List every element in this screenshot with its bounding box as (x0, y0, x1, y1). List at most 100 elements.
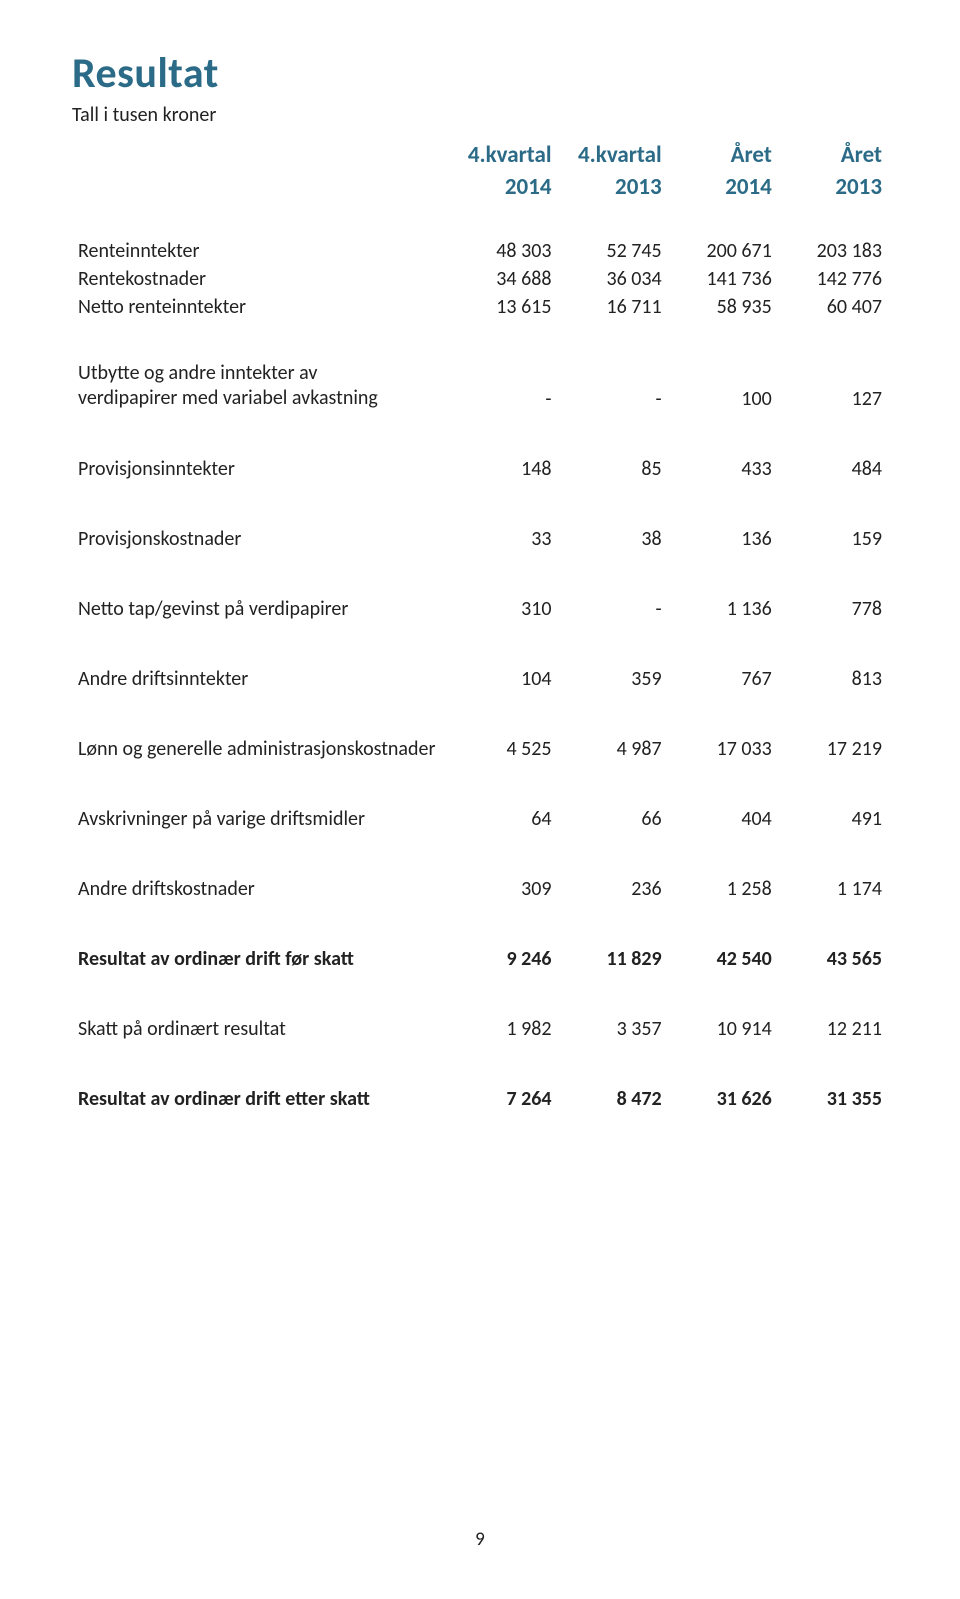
row-value: 310 (447, 591, 557, 627)
row-value: 159 (778, 521, 888, 557)
table-row (72, 767, 888, 801)
table-row (72, 977, 888, 1011)
row-value: 31 626 (668, 1081, 778, 1117)
table-header-cell (72, 139, 447, 171)
row-value: - (558, 355, 668, 417)
table-header-cell: 2014 (668, 171, 778, 203)
row-label: Rentekostnader (72, 265, 447, 293)
row-value: 9 246 (447, 941, 557, 977)
row-label: Lønn og generelle administrasjonskostnad… (72, 731, 447, 767)
table-row: Resultat av ordinær drift etter skatt7 2… (72, 1081, 888, 1117)
row-value: 236 (558, 871, 668, 907)
row-value: 38 (558, 521, 668, 557)
row-value: 203 183 (778, 237, 888, 265)
table-header-cell (72, 171, 447, 203)
table-row (72, 487, 888, 521)
table-header-cell: 2014 (447, 171, 557, 203)
table-row: Renteinntekter48 30352 745200 671203 183 (72, 237, 888, 265)
table-row (72, 557, 888, 591)
row-value: 359 (558, 661, 668, 697)
table-header-row-2: 2014 2013 2014 2013 (72, 171, 888, 203)
table-row: Netto renteinntekter13 61516 71158 93560… (72, 293, 888, 321)
spacer-cell (72, 907, 888, 941)
row-value: 136 (668, 521, 778, 557)
table-body: Renteinntekter48 30352 745200 671203 183… (72, 203, 888, 1117)
row-value: 10 914 (668, 1011, 778, 1047)
row-label: Provisjonskostnader (72, 521, 447, 557)
table-row: Provisjonskostnader3338136159 (72, 521, 888, 557)
row-value: 11 829 (558, 941, 668, 977)
page: Resultat Tall i tusen kroner 4.kvartal 4… (0, 0, 960, 1599)
row-label: Renteinntekter (72, 237, 447, 265)
row-value: 85 (558, 451, 668, 487)
row-value: 141 736 (668, 265, 778, 293)
row-value: 148 (447, 451, 557, 487)
table-row (72, 907, 888, 941)
row-value: 433 (668, 451, 778, 487)
spacer-cell (72, 417, 888, 451)
row-value: 778 (778, 591, 888, 627)
row-value: 127 (778, 355, 888, 417)
row-label: Netto renteinntekter (72, 293, 447, 321)
page-title: Resultat (72, 48, 888, 99)
row-value: 4 525 (447, 731, 557, 767)
table-header-cell: 4.kvartal (447, 139, 557, 171)
row-value: 1 136 (668, 591, 778, 627)
row-value: 36 034 (558, 265, 668, 293)
row-value: 66 (558, 801, 668, 837)
table-row (72, 321, 888, 355)
row-value: 34 688 (447, 265, 557, 293)
row-value: 52 745 (558, 237, 668, 265)
page-number: 9 (0, 1528, 960, 1551)
table-row: Avskrivninger på varige driftsmidler6466… (72, 801, 888, 837)
row-value: 3 357 (558, 1011, 668, 1047)
table-row: Skatt på ordinært resultat1 9823 35710 9… (72, 1011, 888, 1047)
row-value: 17 219 (778, 731, 888, 767)
table-header-cell: 2013 (778, 171, 888, 203)
spacer-cell (72, 487, 888, 521)
row-value: - (447, 355, 557, 417)
row-label: Utbytte og andre inntekter avverdipapire… (72, 355, 447, 417)
table-row: Lønn og generelle administrasjonskostnad… (72, 731, 888, 767)
spacer-cell (72, 977, 888, 1011)
spacer-cell (72, 557, 888, 591)
table-header-cell: Året (668, 139, 778, 171)
spacer-cell (72, 321, 888, 355)
spacer-cell (72, 837, 888, 871)
row-value: 58 935 (668, 293, 778, 321)
spacer-cell (72, 697, 888, 731)
row-value: 767 (668, 661, 778, 697)
row-value: 31 355 (778, 1081, 888, 1117)
row-value: 12 211 (778, 1011, 888, 1047)
results-table: 4.kvartal 4.kvartal Året Året 2014 2013 … (72, 139, 888, 1117)
table-row: Utbytte og andre inntekter avverdipapire… (72, 355, 888, 417)
row-label: Andre driftskostnader (72, 871, 447, 907)
table-row (72, 627, 888, 661)
row-value: - (558, 591, 668, 627)
row-label: Andre driftsinntekter (72, 661, 447, 697)
table-row (72, 837, 888, 871)
page-subtitle: Tall i tusen kroner (72, 103, 888, 127)
row-value: 100 (668, 355, 778, 417)
row-value: 1 174 (778, 871, 888, 907)
row-label: Resultat av ordinær drift etter skatt (72, 1081, 447, 1117)
row-value: 33 (447, 521, 557, 557)
row-value: 1 258 (668, 871, 778, 907)
row-label: Skatt på ordinært resultat (72, 1011, 447, 1047)
row-label: Avskrivninger på varige driftsmidler (72, 801, 447, 837)
row-value: 64 (447, 801, 557, 837)
row-value: 491 (778, 801, 888, 837)
table-header-cell: 2013 (558, 171, 668, 203)
spacer-cell (72, 203, 888, 237)
row-value: 48 303 (447, 237, 557, 265)
table-row: Andre driftskostnader3092361 2581 174 (72, 871, 888, 907)
table-row (72, 203, 888, 237)
table-row: Rentekostnader34 68836 034141 736142 776 (72, 265, 888, 293)
row-value: 484 (778, 451, 888, 487)
row-value: 4 987 (558, 731, 668, 767)
row-value: 309 (447, 871, 557, 907)
row-value: 404 (668, 801, 778, 837)
row-value: 8 472 (558, 1081, 668, 1117)
row-value: 1 982 (447, 1011, 557, 1047)
row-value: 7 264 (447, 1081, 557, 1117)
